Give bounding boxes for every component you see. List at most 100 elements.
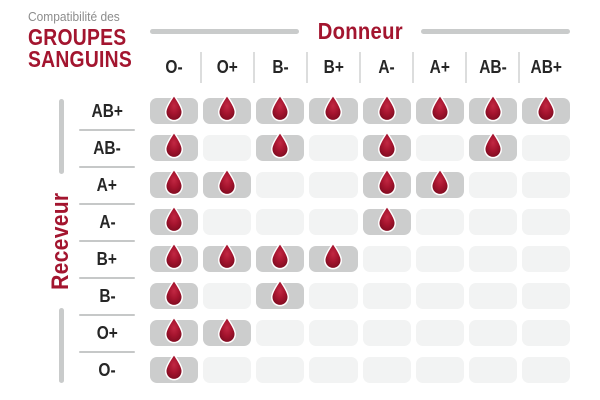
chart-title-block: Compatibilité des GROUPES SANGUINS [28,8,152,72]
blood-drop-icon [271,279,290,307]
blood-drop-icon [536,94,555,122]
cell-O--A+-empty [415,357,464,383]
cell-AB--B--compatible [256,131,305,161]
cell-A+-A+-compatible [415,168,464,198]
donor-col-header-AB+: AB+ [518,51,570,84]
donor-column-headers: O- O+ B- B+ A- A+ AB- AB+ [150,51,570,84]
cell-A+-O--compatible [150,168,199,198]
cell-A--A--compatible [362,205,411,235]
matrix-row-AB+: AB+ [78,94,570,131]
cell-B--B+-empty [309,283,358,309]
donor-col-header-label: O+ [216,57,238,77]
cell-O+-O--compatible [150,316,199,346]
blood-drop-icon [165,279,184,307]
cell-A--A+-empty [415,209,464,235]
matrix-row-B+: B+ [78,242,570,279]
cell-AB+-A--compatible [362,94,411,124]
cell-B--A+-empty [415,283,464,309]
cell-A+-AB+-empty [521,172,570,198]
receiver-axis-label: Receveur [47,192,74,290]
blood-drop-icon [430,94,449,122]
blood-drop-icon [483,131,502,159]
cell-B--AB--empty [468,283,517,309]
cell-O--O+-empty [203,357,252,383]
blood-drop-icon [165,205,184,233]
receiver-row-label-B+: B+ [78,246,136,279]
cell-O+-B+-empty [309,320,358,346]
cell-A--B--empty [256,209,305,235]
receiver-row-label-A-: A- [78,209,136,242]
donor-col-header-B-: B- [252,51,304,84]
donor-col-header-label: A+ [429,57,450,77]
receiver-axis-header: Receveur [46,99,76,384]
blood-drop-icon [218,168,237,196]
cell-A+-B--empty [256,172,305,198]
blood-drop-icon [483,94,502,122]
chart-title-line-2: SANGUINS [28,46,133,72]
cell-B--O--compatible [150,279,199,309]
cell-A+-AB--empty [468,172,517,198]
cell-A--B+-empty [309,209,358,235]
donor-col-header-label: A- [378,57,395,77]
cell-O--O--compatible [150,353,199,383]
matrix-row-cells [150,316,570,346]
donor-col-header-label: B- [272,57,289,77]
donor-col-header-B+: B+ [305,51,357,84]
cell-O+-AB--empty [468,320,517,346]
donor-axis-line-right [421,28,570,34]
cell-A+-O+-compatible [203,168,252,198]
cell-O--A--empty [362,357,411,383]
donor-axis-header: Donneur [150,17,570,45]
matrix-row-O+: O+ [78,316,570,353]
matrix-row-B-: B- [78,279,570,316]
matrix-row-cells [150,168,570,198]
blood-drop-icon [324,242,343,270]
receiver-axis-line-top [58,99,64,174]
blood-drop-icon [271,94,290,122]
matrix-row-cells [150,242,570,272]
receiver-row-label-AB+: AB+ [78,98,136,131]
blood-drop-icon [377,205,396,233]
cell-B--O+-empty [203,283,252,309]
cell-AB+-O--compatible [150,94,199,124]
donor-col-header-A+: A+ [412,51,464,84]
blood-drop-icon [165,242,184,270]
cell-B+-B+-compatible [309,242,358,272]
cell-B+-B--compatible [256,242,305,272]
blood-drop-icon [218,94,237,122]
blood-drop-icon [165,94,184,122]
chart-title-line-1: GROUPES [28,24,127,50]
matrix-row-O-: O- [78,353,570,383]
cell-AB--O+-empty [203,135,252,161]
cell-AB--AB--compatible [468,131,517,161]
matrix-row-A-: A- [78,205,570,242]
cell-O+-A+-empty [415,320,464,346]
blood-drop-icon [430,168,449,196]
matrix-row-cells [150,94,570,124]
blood-drop-icon [271,242,290,270]
receiver-row-label-O-: O- [78,357,136,383]
donor-axis-line-left [150,28,299,34]
cell-O--AB--empty [468,357,517,383]
blood-drop-icon [218,316,237,344]
receiver-row-label-B-: B- [78,283,136,316]
matrix-row-AB-: AB- [78,131,570,168]
cell-O+-AB+-empty [521,320,570,346]
matrix-row-cells [150,353,570,383]
cell-B--A--empty [362,283,411,309]
matrix-row-cells [150,279,570,309]
receiver-row-label-text: AB+ [91,100,123,121]
receiver-row-label-text: A- [98,211,116,232]
donor-col-header-O+: O+ [199,51,251,84]
cell-O+-O+-compatible [203,316,252,346]
cell-A+-A--compatible [362,168,411,198]
donor-col-header-label: AB+ [530,57,562,77]
cell-A--O--compatible [150,205,199,235]
cell-AB+-B--compatible [256,94,305,124]
blood-drop-icon [271,131,290,159]
receiver-row-label-text: O- [98,359,116,380]
cell-AB--A--compatible [362,131,411,161]
cell-B+-A--empty [362,246,411,272]
receiver-row-label-text: B- [98,285,116,306]
